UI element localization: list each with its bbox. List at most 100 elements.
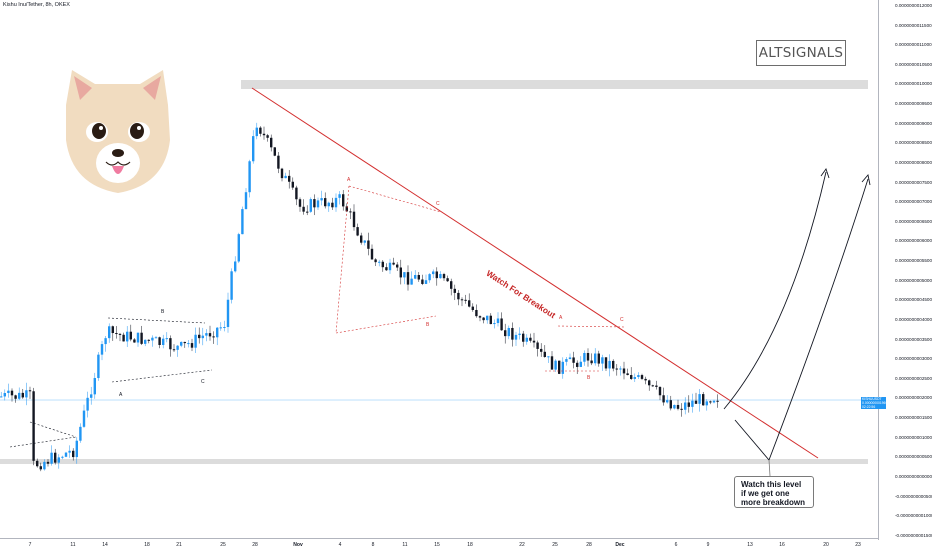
candle xyxy=(486,315,489,321)
y-tick-label: 0.0000000005000 xyxy=(895,277,932,283)
candle xyxy=(111,326,114,334)
candle xyxy=(104,338,107,345)
pattern-point-label: A xyxy=(119,392,123,398)
candle xyxy=(460,299,464,301)
note-line: Watch this level xyxy=(741,480,802,489)
candle xyxy=(579,361,582,367)
candle xyxy=(619,368,622,370)
candles xyxy=(0,122,719,472)
price-badge-price: 0.000000001969 xyxy=(862,401,888,405)
candle xyxy=(298,199,302,207)
candle xyxy=(568,357,572,360)
pattern-point-label: C xyxy=(620,317,624,323)
candle xyxy=(262,133,266,136)
candle xyxy=(291,181,294,188)
y-tick-label: 0.0000000004000 xyxy=(895,316,932,322)
y-tick-label: 0.0000000003000 xyxy=(895,356,932,362)
candle xyxy=(100,344,104,355)
candle xyxy=(360,235,363,243)
candle xyxy=(417,275,420,280)
candle xyxy=(90,394,93,398)
candle xyxy=(601,357,604,364)
chart-title: Kishu Inu/Tether, 8h, OKEX xyxy=(3,2,70,8)
note-pointer xyxy=(768,459,771,477)
x-tick-label: 16 xyxy=(779,542,785,548)
candle xyxy=(622,368,626,374)
x-tick-label: 23 xyxy=(855,542,861,548)
candle xyxy=(194,334,197,348)
candle xyxy=(241,209,244,235)
candle xyxy=(388,262,392,271)
candle xyxy=(50,452,53,464)
candle xyxy=(658,386,662,396)
candle xyxy=(586,352,590,361)
candle xyxy=(648,380,651,386)
time-axis[interactable]: 7 11 14 18 21 25 28 Nov 4 8 11 15 18 22 25 28 Dec 6 9 13 16 2… xyxy=(0,538,878,550)
y-tick-label: 0.0000000002500 xyxy=(895,375,932,381)
candle xyxy=(478,316,482,318)
candle xyxy=(432,271,435,275)
candle xyxy=(511,327,514,340)
x-tick-label: 18 xyxy=(144,542,150,548)
candle xyxy=(151,337,154,341)
candle xyxy=(594,353,597,364)
candle xyxy=(82,410,86,427)
candle xyxy=(277,155,280,169)
x-tick-label: 21 xyxy=(176,542,182,548)
candle xyxy=(118,333,122,335)
candle xyxy=(122,334,125,342)
candle xyxy=(64,452,68,457)
candle xyxy=(216,327,219,338)
candle xyxy=(698,394,701,404)
candle xyxy=(198,334,201,339)
candle xyxy=(10,390,14,396)
y-tick-label: 0.0000000005500 xyxy=(895,258,932,264)
candle xyxy=(633,377,636,379)
candle xyxy=(234,261,237,272)
candle xyxy=(248,161,251,193)
candle xyxy=(374,259,377,263)
pattern-lines-red xyxy=(335,185,625,372)
candle xyxy=(687,402,690,407)
candle xyxy=(644,378,647,381)
price-axis[interactable]: 0.0000000012000 0.0000000011500 0.00000000… xyxy=(878,0,932,540)
candle xyxy=(385,267,388,271)
scenario-down-path xyxy=(734,178,869,461)
candle xyxy=(140,332,143,344)
candle xyxy=(522,333,525,342)
candle xyxy=(403,272,406,278)
candle xyxy=(226,299,230,328)
candle xyxy=(540,348,543,352)
candle xyxy=(543,351,546,357)
pattern-point-label: B xyxy=(161,309,165,315)
pattern-point-label: A xyxy=(559,315,563,321)
candle xyxy=(572,357,575,363)
resistance-zone xyxy=(241,80,868,89)
candle xyxy=(75,440,78,458)
note-line: more breakdown xyxy=(741,498,806,507)
candle xyxy=(270,137,273,148)
candle xyxy=(637,375,640,378)
candle xyxy=(21,392,24,398)
candle xyxy=(25,390,28,398)
candle xyxy=(583,352,586,362)
candle xyxy=(424,280,428,284)
x-tick-label: 20 xyxy=(823,542,829,548)
up-arrow-icon xyxy=(861,174,871,186)
candle xyxy=(144,339,147,344)
candle xyxy=(655,385,658,387)
candle xyxy=(36,460,39,467)
candle xyxy=(669,400,672,409)
candle xyxy=(676,404,680,409)
y-tick-label: 0.0000000010000 xyxy=(895,81,932,87)
candle xyxy=(702,394,705,406)
y-tick-label: 0.0000000011000 xyxy=(895,42,932,48)
candle xyxy=(640,375,644,379)
candle xyxy=(255,127,258,137)
descending-trendline xyxy=(251,87,819,459)
y-tick-label: 0.0000000008500 xyxy=(895,140,932,146)
candle xyxy=(190,343,194,348)
candle xyxy=(334,197,338,208)
candle xyxy=(356,227,359,236)
candle xyxy=(7,390,10,393)
